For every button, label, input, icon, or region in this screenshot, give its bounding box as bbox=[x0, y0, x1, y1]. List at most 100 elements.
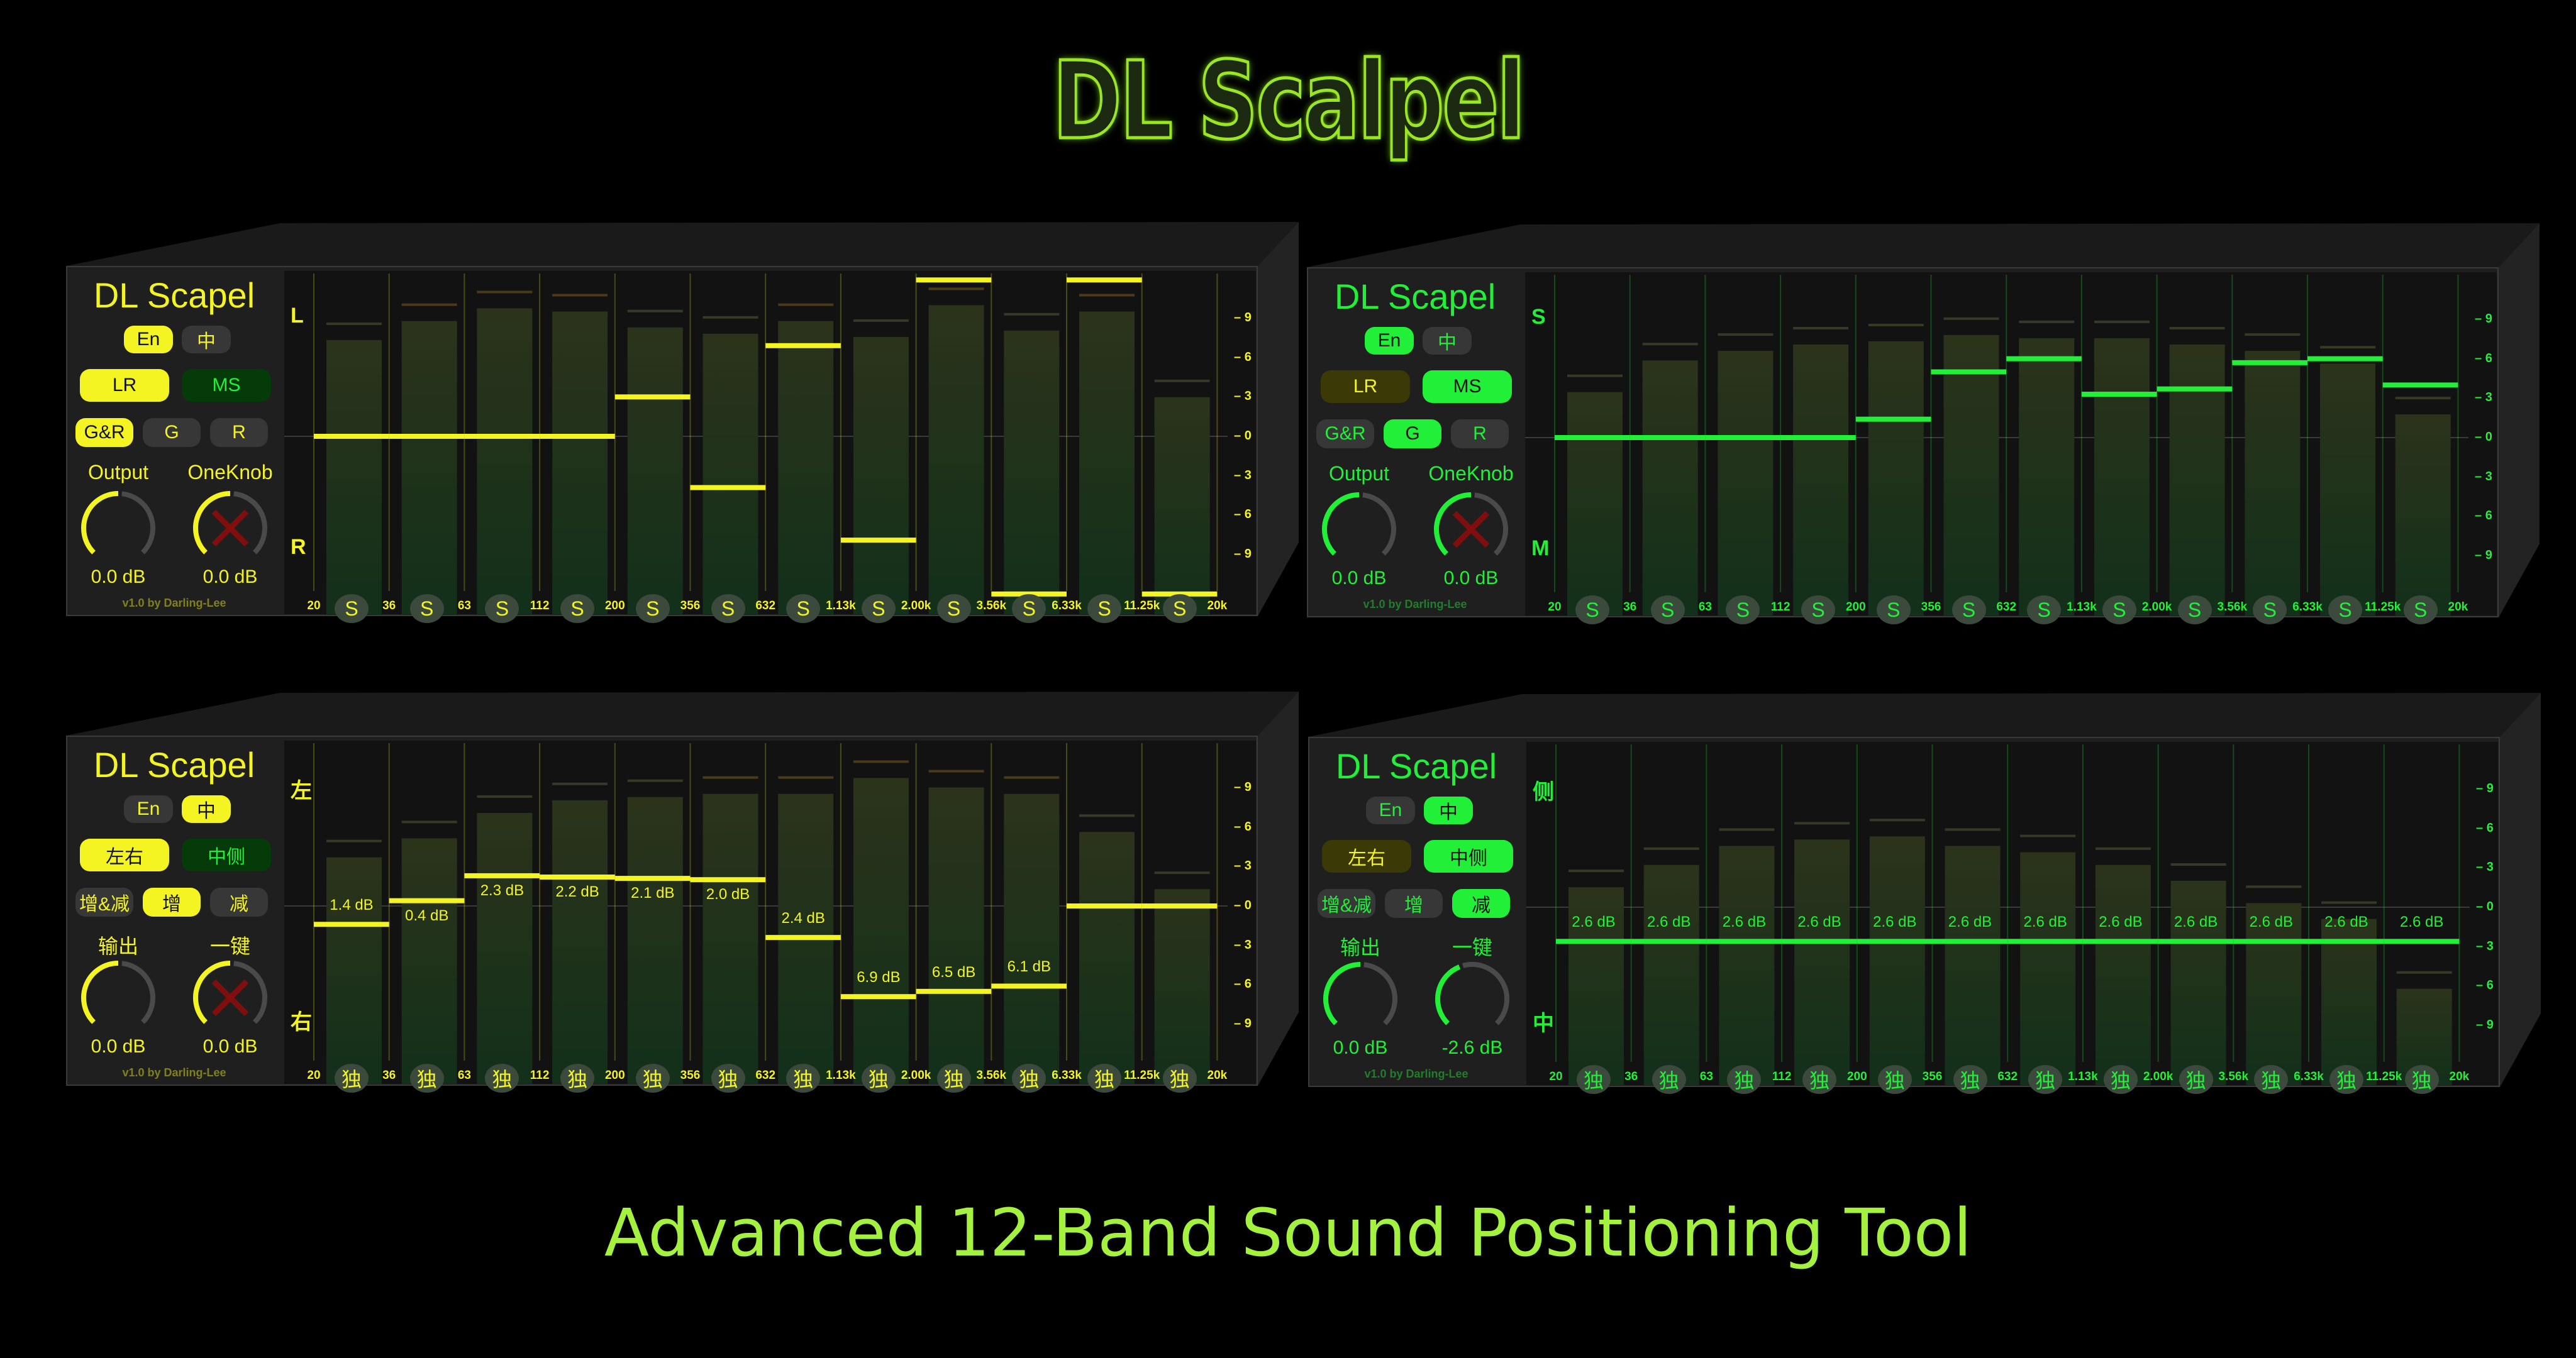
lang-button-1[interactable]: 中 bbox=[1423, 327, 1472, 355]
band-gain-line[interactable] bbox=[464, 434, 540, 439]
band-gain-line[interactable] bbox=[2081, 392, 2157, 397]
gain-button-1[interactable]: G bbox=[143, 418, 201, 447]
lang-button-1[interactable]: 中 bbox=[182, 326, 231, 353]
gain-button-0[interactable]: G&R bbox=[1316, 419, 1374, 448]
band-gain-line[interactable] bbox=[2082, 939, 2158, 944]
mode-button-1[interactable]: 中侧 bbox=[1424, 840, 1513, 873]
output-knob[interactable] bbox=[74, 484, 162, 572]
band-gain-line[interactable] bbox=[1782, 939, 1857, 944]
gain-button-1[interactable]: G bbox=[1384, 419, 1441, 448]
band-solo-button[interactable]: S bbox=[485, 594, 519, 623]
band-solo-button[interactable]: S bbox=[861, 594, 896, 623]
band-gain-line[interactable] bbox=[1141, 903, 1218, 908]
band-solo-button[interactable]: 独 bbox=[1877, 1065, 1912, 1094]
band-solo-button[interactable]: 独 bbox=[1953, 1065, 1987, 1094]
band-gain-line[interactable] bbox=[1931, 369, 2007, 375]
band-gain-line[interactable] bbox=[991, 591, 1067, 597]
band-solo-button[interactable]: S bbox=[711, 594, 745, 623]
band-gain-line[interactable] bbox=[389, 434, 465, 439]
lang-button-0[interactable]: En bbox=[1366, 797, 1415, 824]
band-gain-line[interactable] bbox=[1855, 416, 1931, 422]
band-gain-line[interactable] bbox=[2309, 939, 2384, 944]
lang-button-0[interactable]: En bbox=[124, 326, 173, 353]
band-solo-button[interactable]: S bbox=[1012, 594, 1046, 623]
mode-button-0[interactable]: 左右 bbox=[80, 839, 169, 871]
band-solo-button[interactable]: 独 bbox=[2103, 1065, 2138, 1094]
output-knob[interactable] bbox=[1316, 955, 1404, 1043]
band-gain-line[interactable] bbox=[690, 485, 766, 490]
band-gain-line[interactable] bbox=[1629, 435, 1706, 440]
band-solo-button[interactable]: S bbox=[335, 594, 369, 623]
band-solo-button[interactable]: S bbox=[1087, 594, 1121, 623]
band-solo-button[interactable]: S bbox=[1650, 595, 1685, 624]
band-solo-button[interactable]: 独 bbox=[1802, 1065, 1837, 1094]
mode-button-1[interactable]: 中侧 bbox=[182, 839, 271, 871]
band-gain-line[interactable] bbox=[2233, 939, 2309, 944]
band-gain-line[interactable] bbox=[840, 538, 916, 543]
lang-button-0[interactable]: En bbox=[1365, 327, 1414, 355]
oneknob-knob[interactable] bbox=[186, 954, 274, 1042]
band-solo-button[interactable]: 独 bbox=[711, 1064, 745, 1093]
band-gain-line[interactable] bbox=[1932, 939, 2008, 944]
band-gain-line[interactable] bbox=[1705, 435, 1781, 440]
band-solo-button[interactable]: 独 bbox=[786, 1064, 821, 1093]
output-knob[interactable] bbox=[1315, 485, 1403, 573]
band-solo-button[interactable]: S bbox=[2403, 595, 2438, 624]
band-gain-line[interactable] bbox=[1780, 435, 1856, 440]
band-gain-line[interactable] bbox=[2384, 939, 2460, 944]
band-gain-line[interactable] bbox=[991, 983, 1067, 989]
band-solo-button[interactable]: S bbox=[2102, 595, 2136, 624]
band-solo-button[interactable]: S bbox=[560, 594, 595, 623]
band-gain-line[interactable] bbox=[2006, 356, 2082, 362]
band-gain-line[interactable] bbox=[389, 898, 465, 903]
band-solo-button[interactable]: S bbox=[1162, 594, 1197, 623]
band-solo-button[interactable]: S bbox=[936, 594, 971, 623]
band-gain-line[interactable] bbox=[540, 434, 615, 439]
lang-button-0[interactable]: En bbox=[124, 795, 173, 823]
band-gain-line[interactable] bbox=[2232, 360, 2307, 365]
band-gain-line[interactable] bbox=[1555, 435, 1630, 440]
band-gain-line[interactable] bbox=[314, 434, 389, 439]
band-solo-button[interactable]: S bbox=[409, 594, 444, 623]
eq-graph[interactable]: S S S S S S S S S S S S 20 36 63 112 200 356 632 1.13k 2.00k… bbox=[284, 271, 1256, 623]
gain-button-2[interactable]: 减 bbox=[210, 888, 268, 917]
band-solo-button[interactable]: S bbox=[635, 594, 670, 623]
band-gain-line[interactable] bbox=[2007, 939, 2083, 944]
gain-button-0[interactable]: 增&减 bbox=[75, 888, 133, 917]
gain-button-2[interactable]: R bbox=[210, 418, 268, 447]
band-solo-button[interactable]: 独 bbox=[1727, 1065, 1762, 1094]
band-solo-button[interactable]: 独 bbox=[1652, 1065, 1686, 1094]
gain-button-1[interactable]: 增 bbox=[143, 888, 201, 917]
gain-button-0[interactable]: G&R bbox=[75, 418, 133, 447]
band-solo-button[interactable]: S bbox=[1876, 595, 1911, 624]
band-gain-line[interactable] bbox=[1556, 939, 1631, 944]
band-solo-button[interactable]: S bbox=[1726, 595, 1760, 624]
band-solo-button[interactable]: 独 bbox=[1162, 1064, 1197, 1093]
gain-button-2[interactable]: R bbox=[1451, 419, 1509, 448]
band-solo-button[interactable]: 独 bbox=[936, 1064, 971, 1093]
band-gain-line[interactable] bbox=[540, 875, 615, 880]
band-gain-line[interactable] bbox=[1141, 591, 1218, 597]
band-gain-line[interactable] bbox=[2307, 356, 2383, 362]
mode-button-0[interactable]: LR bbox=[80, 369, 169, 402]
band-gain-line[interactable] bbox=[765, 343, 841, 348]
mode-button-1[interactable]: MS bbox=[1423, 370, 1512, 403]
eq-graph[interactable]: 2.6 dB 独 2.6 dB 独 2.6 dB 独 2.6 dB 独 2.6 dB 独 2.6 d… bbox=[1526, 742, 2498, 1094]
band-gain-line[interactable] bbox=[314, 922, 389, 927]
band-solo-button[interactable]: S bbox=[2027, 595, 2062, 624]
gain-button-1[interactable]: 增 bbox=[1385, 889, 1443, 918]
band-gain-line[interactable] bbox=[614, 876, 691, 881]
band-solo-button[interactable]: 独 bbox=[635, 1064, 670, 1093]
band-gain-line[interactable] bbox=[464, 873, 540, 878]
oneknob-knob[interactable] bbox=[186, 484, 274, 572]
band-solo-button[interactable]: S bbox=[786, 594, 821, 623]
band-gain-line[interactable] bbox=[916, 277, 992, 283]
mode-button-0[interactable]: 左右 bbox=[1322, 840, 1411, 873]
band-solo-button[interactable]: 独 bbox=[2329, 1065, 2363, 1094]
band-solo-button[interactable]: S bbox=[1801, 595, 1836, 624]
band-solo-button[interactable]: 独 bbox=[2254, 1065, 2289, 1094]
band-gain-line[interactable] bbox=[1706, 939, 1782, 944]
gain-button-2[interactable]: 减 bbox=[1452, 889, 1510, 918]
band-gain-line[interactable] bbox=[765, 935, 841, 941]
band-solo-button[interactable]: 独 bbox=[409, 1064, 444, 1093]
